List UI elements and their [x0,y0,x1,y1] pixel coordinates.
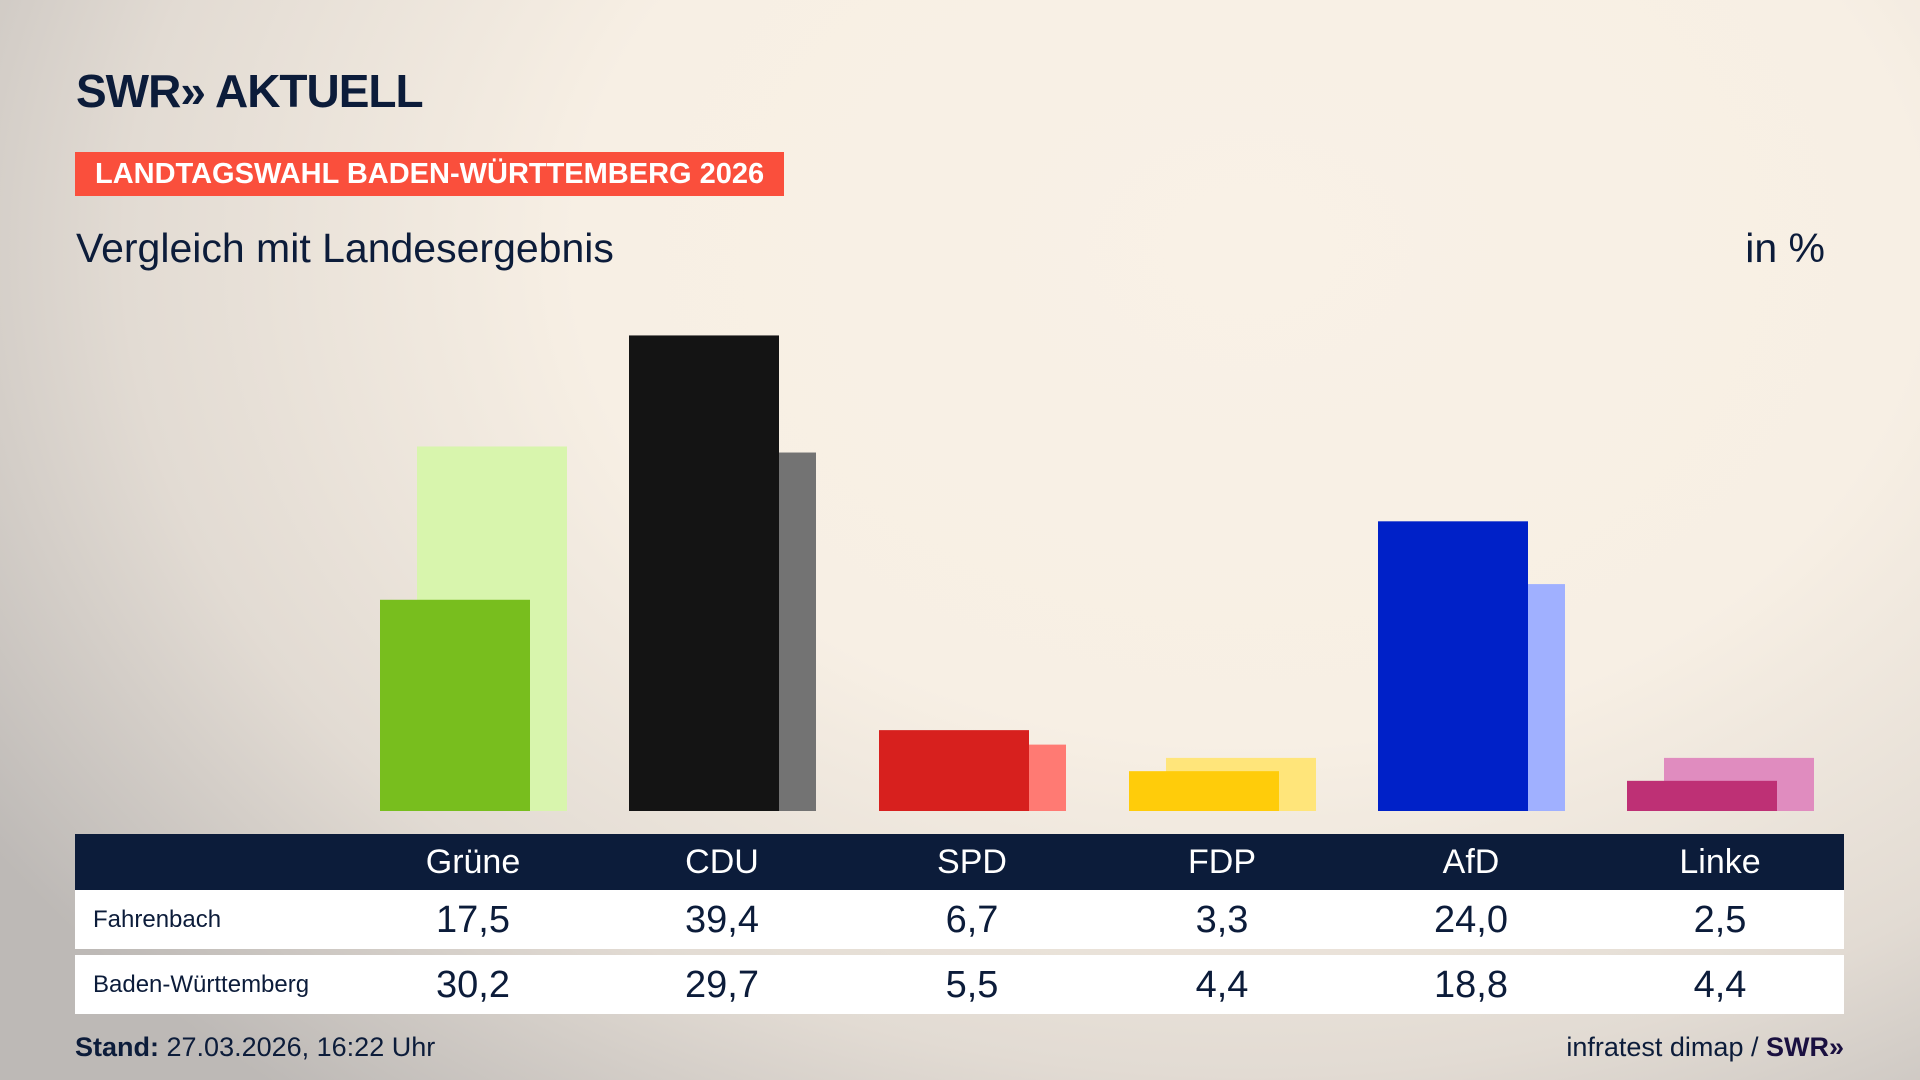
value-cell: 30,2 [436,964,510,1006]
row-label: Baden-Württemberg [93,971,310,998]
stand-value: 27.03.2026, 16:22 Uhr [166,1032,436,1062]
value-cell: 6,7 [945,899,999,941]
chart-subtitle: Vergleich mit Landesergebnis [76,225,614,271]
column-header: FDP [1188,843,1256,881]
value-cell: 29,7 [685,964,759,1006]
bar-local-linke [1627,780,1777,811]
value-cell: 3,3 [1195,899,1249,941]
bar-local-cdu [629,335,779,811]
value-cell: 17,5 [436,899,510,941]
source: infratest dimap / SWR» [1566,1030,1844,1064]
bar-local-spd [879,730,1029,811]
timestamp: Stand: 27.03.2026, 16:22 Uhr [75,1030,435,1064]
value-cell: 4,4 [1195,964,1249,1006]
column-header: SPD [937,843,1007,881]
row-label: Fahrenbach [93,906,222,933]
swr-logo: SWR» [1765,1032,1844,1062]
value-cell: 2,5 [1693,899,1747,941]
value-cell: 24,0 [1434,899,1508,941]
swr-aktuell-logo: SWR» AKTUELL [76,65,424,117]
bar-local-grüne [380,599,530,811]
table-row: Baden-Württemberg 30,2 29,7 5,5 4,4 18,8 4,4 [75,955,1844,1014]
unit-label: in % [1745,225,1825,271]
table-row: Fahrenbach 17,5 39,4 6,7 3,3 24,0 2,5 [75,890,1844,949]
value-cell: 18,8 [1434,964,1508,1006]
stand-label: Stand: [75,1032,159,1062]
source-text: infratest dimap / [1566,1032,1759,1062]
column-header: AfD [1442,843,1500,881]
bar-local-afd [1378,521,1528,811]
column-header: Linke [1679,843,1761,881]
value-cell: 4,4 [1693,964,1747,1006]
value-cell: 5,5 [945,964,999,1006]
column-header: CDU [685,843,759,881]
bar-local-fdp [1129,771,1279,811]
results-table: Grüne CDU SPD FDP AfD Linke Fahrenbach 17,5 39… [75,834,1844,1014]
column-header: Grüne [425,843,521,881]
election-banner: LANDTAGSWAHL BADEN-WÜRTTEMBERG 2026 [75,152,785,196]
table-header: Grüne CDU SPD FDP AfD Linke [75,834,1844,890]
value-cell: 39,4 [685,899,759,941]
